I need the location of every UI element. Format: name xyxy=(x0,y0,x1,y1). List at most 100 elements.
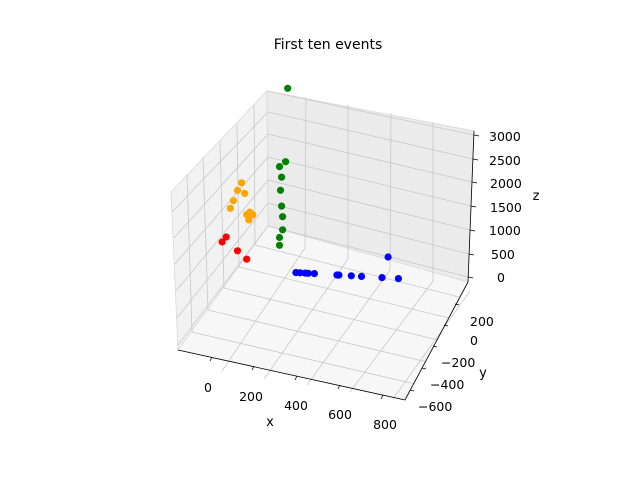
scatter-point xyxy=(279,213,287,221)
scatter-point xyxy=(278,173,286,181)
scatter-point xyxy=(284,84,292,92)
y-grid xyxy=(207,309,428,363)
y-grid-left xyxy=(236,124,240,268)
z-tick-mark xyxy=(467,276,474,279)
scatter-point xyxy=(218,238,226,246)
x-tick-label: 400 xyxy=(284,398,308,413)
scatter-point xyxy=(243,255,251,263)
z-tick-mark xyxy=(470,205,477,208)
scatter-point xyxy=(233,247,242,255)
z-tick-mark xyxy=(469,229,476,232)
x-grid xyxy=(263,258,349,380)
z-grid-left xyxy=(176,202,269,319)
y-grid-left xyxy=(186,173,193,333)
y-grid-left xyxy=(202,156,209,311)
scatter-point xyxy=(282,158,290,166)
scatter-point xyxy=(229,197,237,205)
y-tick-mark xyxy=(421,367,427,370)
z-tick-mark xyxy=(471,181,478,184)
x-tick-label: 0 xyxy=(204,380,212,395)
y-tick-label: −600 xyxy=(418,399,452,414)
chart-title: First ten events xyxy=(274,37,383,53)
x-tick-mark xyxy=(337,384,341,390)
scatter-point xyxy=(384,253,392,261)
y-tick-label: 0 xyxy=(470,333,478,348)
y-grid-left xyxy=(253,104,256,246)
scatter-point xyxy=(278,202,286,210)
y-axis-line xyxy=(404,281,469,401)
x-tick-mark xyxy=(209,356,213,362)
scatter-point xyxy=(378,274,386,282)
z-grid-back xyxy=(267,179,471,231)
y-tick-mark xyxy=(409,389,415,392)
scatter-point xyxy=(233,186,242,194)
z-tick-mark xyxy=(468,253,475,256)
y-axis-label: y xyxy=(479,366,487,381)
data-points xyxy=(218,84,402,283)
z-grid-left xyxy=(177,225,269,346)
y-grid-left xyxy=(219,140,225,289)
y-tick-mark xyxy=(432,345,438,348)
scatter-point xyxy=(245,216,253,224)
z-grid-back xyxy=(267,202,470,255)
scatter-point xyxy=(275,233,284,242)
scatter-point xyxy=(226,204,234,212)
scatter-point xyxy=(304,269,312,277)
scatter-point xyxy=(249,211,257,219)
z-tick-label: 3000 xyxy=(489,129,521,144)
z-tick-label: 1000 xyxy=(489,223,521,238)
scatter-point xyxy=(335,271,343,279)
x-grid xyxy=(349,280,434,393)
y-tick-label: −400 xyxy=(430,377,464,392)
grid-lines xyxy=(171,90,475,400)
x-axis-line xyxy=(177,349,406,401)
scatter-point xyxy=(347,272,355,280)
x-tick-mark xyxy=(251,365,255,371)
z-grid-left xyxy=(175,179,269,292)
z-axis-line xyxy=(467,130,475,283)
x-grid xyxy=(221,247,306,372)
z-grid-back xyxy=(267,133,473,183)
x-tick-mark xyxy=(294,375,298,381)
y-tick-mark xyxy=(454,303,460,306)
x-grid xyxy=(306,269,391,386)
y-tick-label: −200 xyxy=(441,355,475,370)
x-grid xyxy=(392,290,471,400)
axis-panes xyxy=(170,90,475,401)
tick-marks xyxy=(209,134,480,400)
y-tick-label: 200 xyxy=(470,314,494,329)
z-tick-mark xyxy=(472,158,479,161)
y-tick-mark xyxy=(443,324,449,327)
tick-labels: 0 200 400 600 800 −600 −400 −200 0 200 0… xyxy=(204,129,522,432)
y-grid xyxy=(238,266,450,319)
axis-lines xyxy=(177,130,475,401)
y-grid xyxy=(254,244,460,298)
scatter-point xyxy=(241,189,249,197)
z-tick-label: 2000 xyxy=(490,176,522,191)
z-grid-back xyxy=(267,225,469,278)
x-tick-label: 800 xyxy=(373,417,397,432)
z-tick-mark xyxy=(473,134,480,137)
z-grid-back xyxy=(267,111,474,160)
scatter-point xyxy=(296,269,304,277)
y-grid xyxy=(223,287,439,341)
x-grid-back xyxy=(389,112,392,271)
z-grid-back xyxy=(266,90,475,136)
scatter-point xyxy=(275,241,284,249)
z-tick-label: 500 xyxy=(491,247,515,262)
x-tick-label: 200 xyxy=(239,389,263,404)
z-grid-back xyxy=(267,156,472,207)
scatter-point xyxy=(238,179,246,187)
z-tick-label: 2500 xyxy=(489,153,521,168)
x-tick-label: 600 xyxy=(328,407,352,422)
x-axis-label: x xyxy=(266,415,274,430)
scatter-point xyxy=(357,272,366,280)
scatter-point xyxy=(222,233,230,241)
x-grid-back xyxy=(304,96,307,249)
z-axis-label: z xyxy=(533,189,540,204)
scatter-point xyxy=(310,270,318,278)
scatter-point xyxy=(276,186,285,194)
z-tick-label: 1500 xyxy=(490,200,522,215)
scatter-point xyxy=(394,275,402,283)
